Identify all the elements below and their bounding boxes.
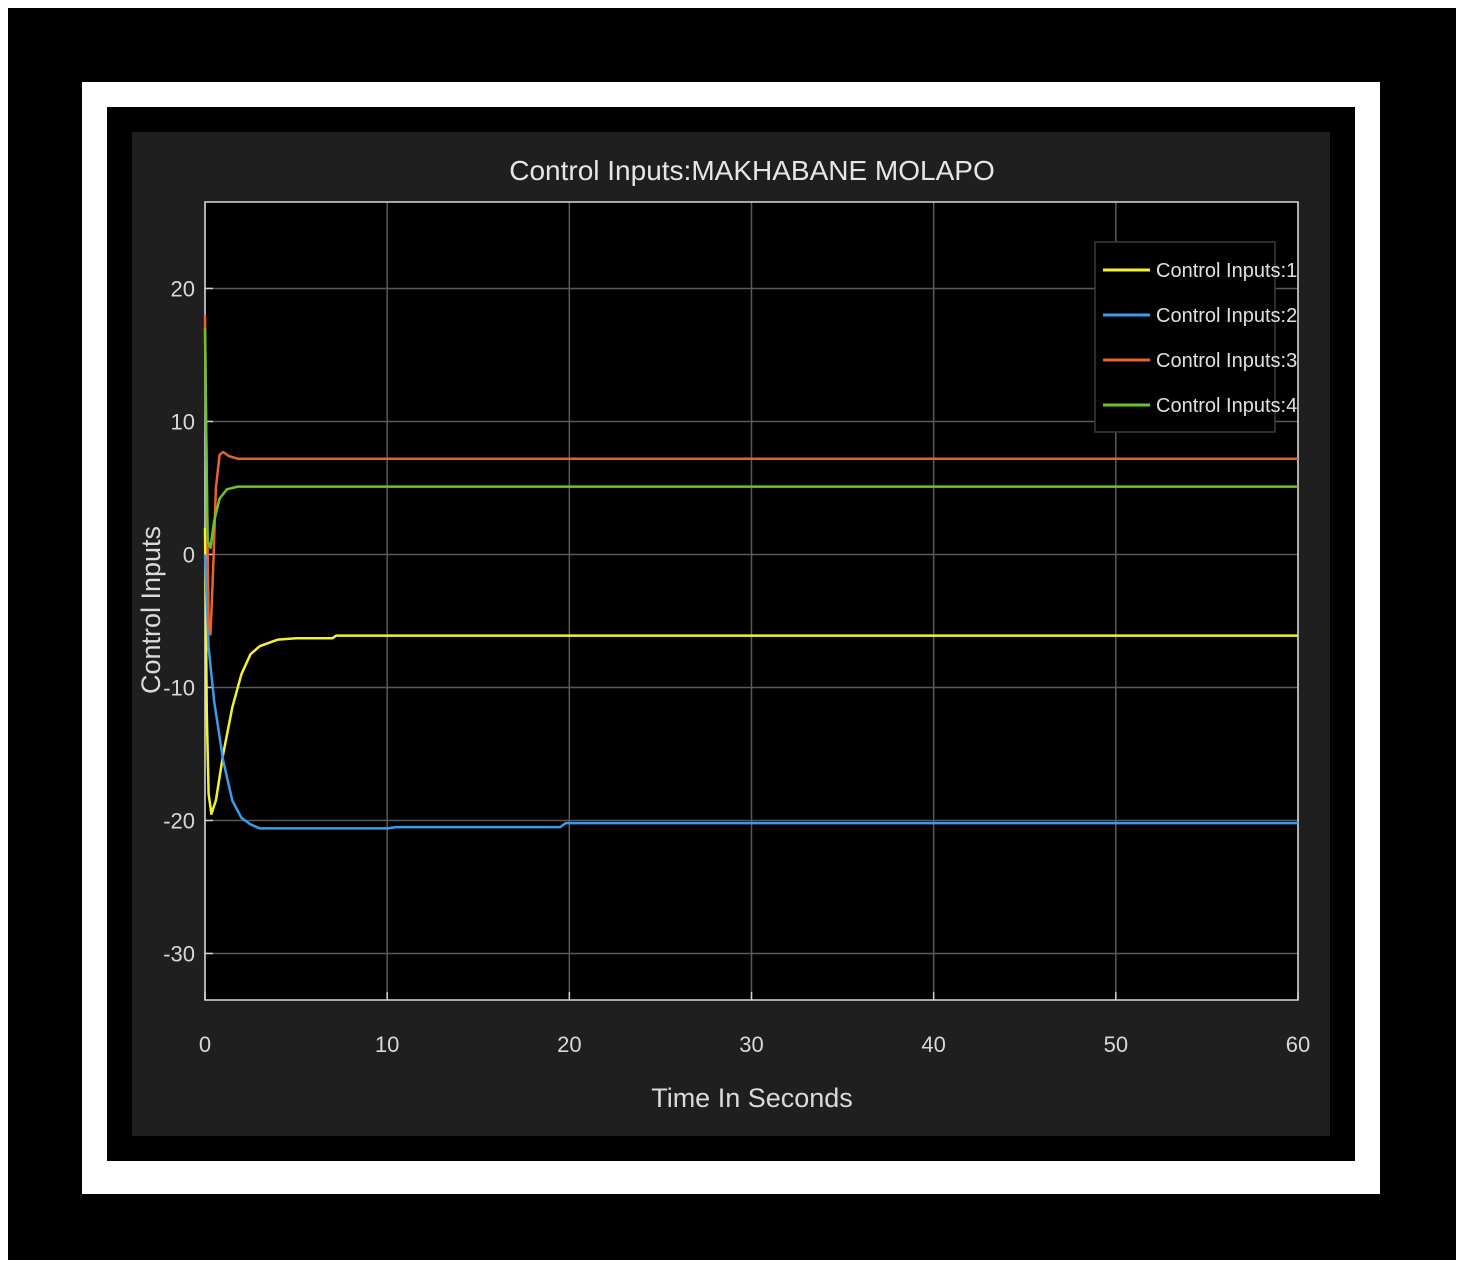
outer-frame: Control Inputs:MAKHABANE MOLAPO Time In … [8,8,1456,1260]
y-tick-label: 0 [183,542,195,567]
x-tick-label: 0 [199,1032,211,1057]
x-tick-label: 60 [1286,1032,1310,1057]
line-chart: Control Inputs:MAKHABANE MOLAPO Time In … [136,155,1310,1113]
x-tick-label: 10 [375,1032,399,1057]
legend-entry: Control Inputs:4 [1156,395,1297,417]
series-line-4 [203,328,1298,550]
y-tick-label: -10 [163,675,195,700]
series-line-2 [203,554,1298,830]
y-tick-label: 10 [171,409,195,434]
legend-entry: Control Inputs:3 [1156,350,1297,372]
series-line-1 [203,527,1298,816]
inner-frame: Control Inputs:MAKHABANE MOLAPO Time In … [107,107,1355,1161]
x-tick-label: 40 [921,1032,945,1057]
x-tick-label: 30 [739,1032,763,1057]
y-tick-label: 20 [171,276,195,301]
y-tick-label: -20 [163,808,195,833]
series-line-3 [203,315,1298,636]
legend-box [1094,241,1276,433]
y-tick-label: -30 [163,941,195,966]
x-tick-label: 50 [1104,1032,1128,1057]
x-tick-label: 20 [557,1032,581,1057]
x-axis-label: Time In Seconds [651,1083,853,1113]
y-axis-label: Control Inputs [136,526,166,694]
legend-entry: Control Inputs:2 [1156,305,1297,327]
chart-title: Control Inputs:MAKHABANE MOLAPO [509,155,995,186]
figure-window: Control Inputs:MAKHABANE MOLAPO Time In … [132,132,1330,1136]
legend-entry: Control Inputs:1 [1156,260,1297,282]
white-mat: Control Inputs:MAKHABANE MOLAPO Time In … [82,82,1380,1194]
